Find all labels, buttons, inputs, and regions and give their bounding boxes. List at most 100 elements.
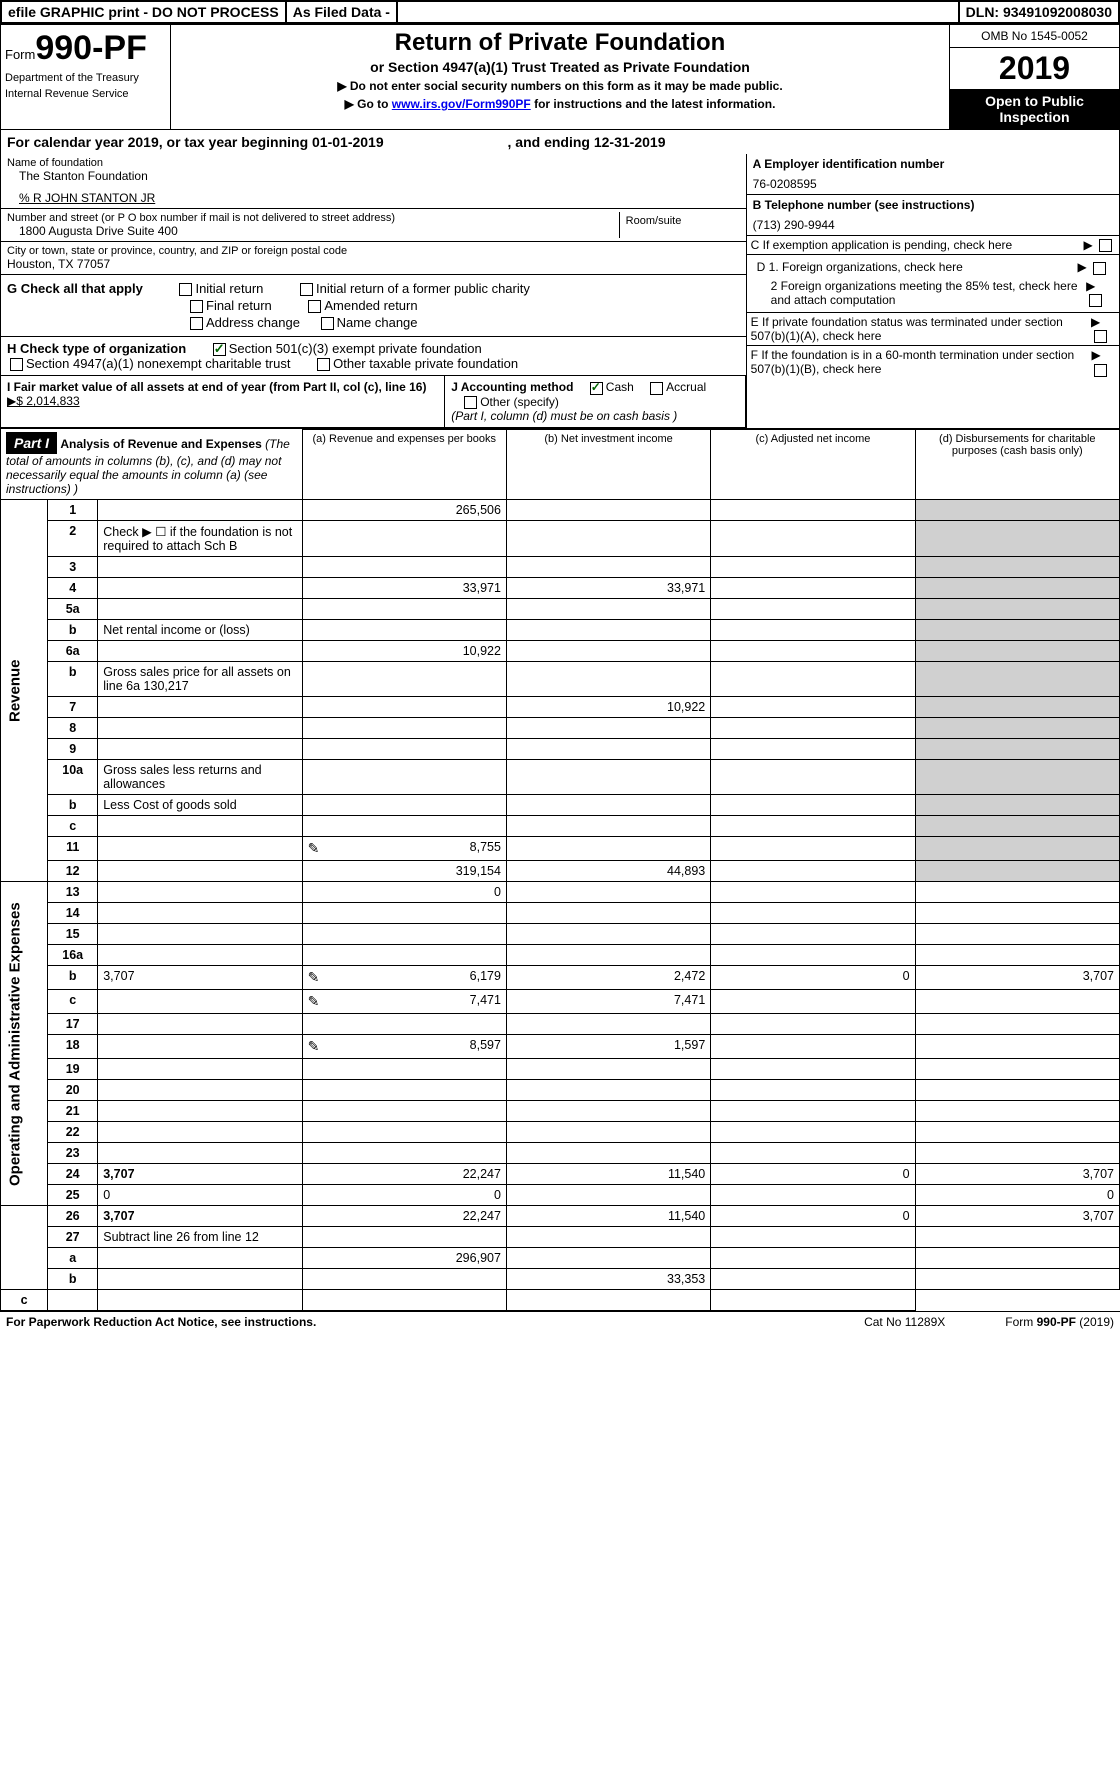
amount-cell: [915, 500, 1119, 521]
form-prefix: Form: [5, 47, 35, 62]
table-row: 243,70722,24711,54003,707: [1, 1164, 1120, 1185]
line-number: 7: [48, 697, 98, 718]
amount-cell: 10,922: [302, 641, 506, 662]
amount-cell: [506, 1248, 710, 1269]
amount-cell: 33,971: [506, 578, 710, 599]
amount-cell: [711, 816, 915, 837]
amount-cell: [302, 816, 506, 837]
amount-cell: [506, 1122, 710, 1143]
amount-cell: [302, 1014, 506, 1035]
chk-c[interactable]: [1099, 239, 1112, 252]
table-row: 25000: [1, 1185, 1120, 1206]
line-number: b: [48, 795, 98, 816]
amount-cell: [506, 1185, 710, 1206]
amount-cell: [915, 903, 1119, 924]
amount-cell: [506, 882, 710, 903]
chk-d1[interactable]: [1093, 262, 1106, 275]
chk-final-return[interactable]: [190, 300, 203, 313]
chk-initial-former[interactable]: [300, 283, 313, 296]
amount-cell: [506, 837, 710, 861]
line-description: [98, 1122, 302, 1143]
attachment-icon[interactable]: ✎: [308, 840, 320, 857]
line-number: 10a: [48, 760, 98, 795]
amount-cell: 0: [711, 1206, 915, 1227]
chk-other-method[interactable]: [464, 396, 477, 409]
attachment-icon[interactable]: ✎: [308, 993, 320, 1010]
line-description: [98, 990, 302, 1014]
amount-cell: [711, 1185, 915, 1206]
table-row: bNet rental income or (loss): [1, 620, 1120, 641]
line-number: a: [48, 1248, 98, 1269]
amount-cell: [506, 500, 710, 521]
amount-cell: [915, 816, 1119, 837]
attachment-icon[interactable]: ✎: [308, 969, 320, 986]
amount-cell: [915, 557, 1119, 578]
col-b-header: (b) Net investment income: [506, 429, 710, 500]
table-row: 3: [1, 557, 1120, 578]
amount-cell: [506, 1143, 710, 1164]
table-row: 8: [1, 718, 1120, 739]
chk-addr-change[interactable]: [190, 317, 203, 330]
table-row: 15: [1, 924, 1120, 945]
amount-cell: [302, 903, 506, 924]
street-address: 1800 Augusta Drive Suite 400: [7, 224, 619, 238]
chk-e[interactable]: [1094, 330, 1107, 343]
amount-cell: [711, 697, 915, 718]
amount-cell: 265,506: [302, 500, 506, 521]
amount-cell: [711, 578, 915, 599]
amount-cell: [506, 718, 710, 739]
chk-d2[interactable]: [1089, 294, 1102, 307]
line-number: 13: [48, 882, 98, 903]
table-row: c: [1, 1290, 1120, 1311]
chk-initial-return[interactable]: [179, 283, 192, 296]
line-description: Gross sales less returns and allowances: [98, 760, 302, 795]
chk-501c3[interactable]: [213, 343, 226, 356]
table-row: 21: [1, 1101, 1120, 1122]
amount-cell: [302, 599, 506, 620]
chk-cash[interactable]: [590, 382, 603, 395]
line-number: 8: [48, 718, 98, 739]
chk-amended[interactable]: [308, 300, 321, 313]
amount-cell: [711, 1290, 915, 1311]
line-number: 22: [48, 1122, 98, 1143]
chk-name-change[interactable]: [321, 317, 334, 330]
chk-other-taxable[interactable]: [317, 358, 330, 371]
chk-accrual[interactable]: [650, 382, 663, 395]
amount-cell: ✎8,597: [302, 1035, 506, 1059]
chk-f[interactable]: [1094, 364, 1107, 377]
line-number: 6a: [48, 641, 98, 662]
table-row: bLess Cost of goods sold: [1, 795, 1120, 816]
section-d1: D 1. Foreign organizations, check here: [757, 260, 963, 274]
line-number: 25: [48, 1185, 98, 1206]
line-number: b: [48, 662, 98, 697]
amount-cell: [915, 1101, 1119, 1122]
line-number: 26: [48, 1206, 98, 1227]
table-row: 5a: [1, 599, 1120, 620]
form-number: 990-PF: [35, 29, 147, 67]
amount-cell: [915, 739, 1119, 760]
amount-cell: [302, 1059, 506, 1080]
line-description: [98, 1143, 302, 1164]
amount-cell: 1,597: [506, 1035, 710, 1059]
line-description: Net rental income or (loss): [98, 620, 302, 641]
cat-no: Cat No 11289X: [864, 1315, 945, 1329]
dln-label: DLN: 93491092008030: [960, 2, 1118, 22]
amount-cell: 44,893: [506, 861, 710, 882]
amount-cell: ✎7,471: [302, 990, 506, 1014]
amount-cell: [506, 1101, 710, 1122]
amount-cell: [711, 1059, 915, 1080]
entity-info: Name of foundation The Stanton Foundatio…: [0, 154, 1120, 429]
amount-cell: [711, 500, 915, 521]
line-description: [98, 816, 302, 837]
amount-cell: [915, 1143, 1119, 1164]
section-i: I Fair market value of all assets at end…: [1, 376, 445, 427]
attachment-icon[interactable]: ✎: [308, 1038, 320, 1055]
line-number: c: [1, 1290, 48, 1311]
amount-cell: [915, 697, 1119, 718]
table-row: Operating and Administrative Expenses130: [1, 882, 1120, 903]
line-description: [98, 1101, 302, 1122]
chk-4947a1[interactable]: [10, 358, 23, 371]
irs-link[interactable]: www.irs.gov/Form990PF: [392, 97, 531, 111]
amount-cell: [302, 557, 506, 578]
section-g: G Check all that apply Initial return In…: [1, 275, 746, 337]
